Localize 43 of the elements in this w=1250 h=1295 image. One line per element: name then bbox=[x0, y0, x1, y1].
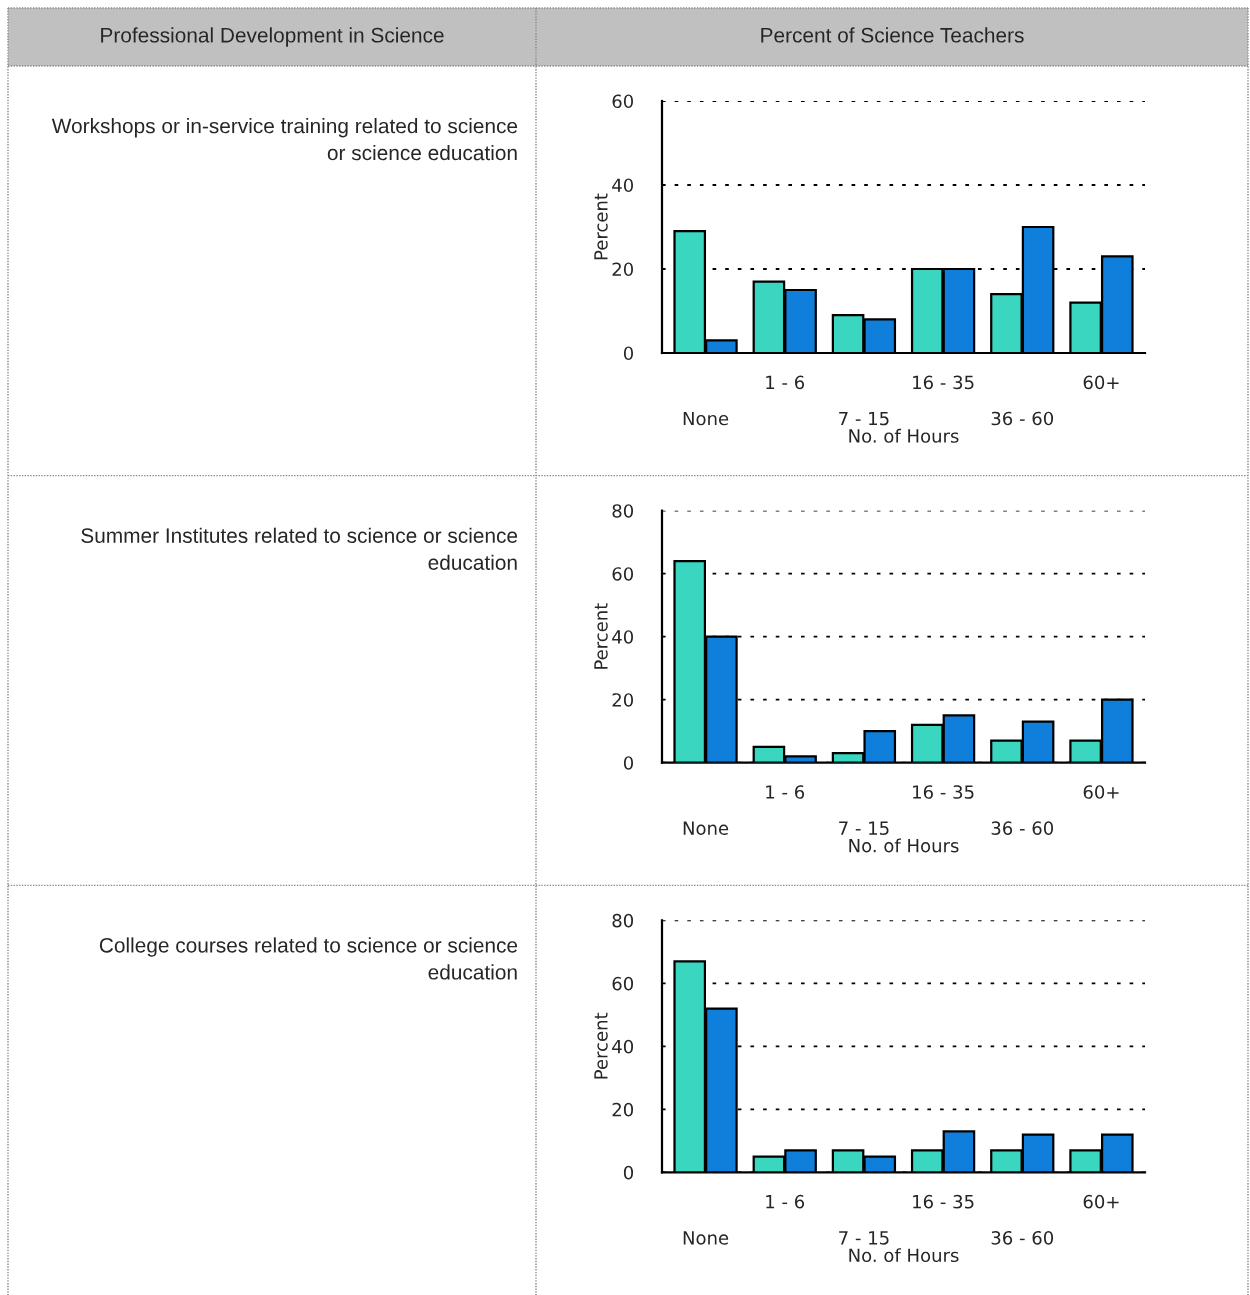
x-tick-label: 36 - 60 bbox=[991, 1230, 1054, 1245]
x-tick-label: 7 - 15 bbox=[839, 411, 889, 426]
y-tick-label: 0 bbox=[623, 346, 634, 361]
y-axis-title: Percent bbox=[594, 1012, 608, 1079]
y-tick-label: 20 bbox=[612, 1102, 634, 1117]
y-tick-label: 0 bbox=[623, 756, 634, 770]
x-tick-label: 7 - 15 bbox=[839, 821, 889, 835]
x-tick-label: 1 - 6 bbox=[766, 1194, 805, 1209]
x-tick-label: 36 - 60 bbox=[991, 411, 1054, 426]
x-axis-title: No. of Hours bbox=[849, 1248, 959, 1263]
y-tick-label: 60 bbox=[612, 567, 634, 581]
x-tick-label: 16 - 35 bbox=[913, 785, 974, 799]
y-axis-title: Percent bbox=[594, 603, 608, 669]
x-axis-title: No. of Hours bbox=[849, 428, 959, 443]
x-tick-label: 16 - 35 bbox=[913, 375, 974, 390]
x-axis-title: No. of Hours bbox=[849, 838, 959, 853]
x-tick-label: 60+ bbox=[1083, 375, 1119, 390]
x-tick-label: None bbox=[683, 821, 729, 835]
y-tick-label: 20 bbox=[612, 693, 634, 707]
x-tick-label: None bbox=[683, 411, 729, 426]
x-tick-label: 36 - 60 bbox=[991, 821, 1054, 835]
y-tick-label: 80 bbox=[612, 504, 634, 518]
x-tick-label: 16 - 35 bbox=[913, 1194, 974, 1209]
text: Percent of Science Teachers bbox=[761, 27, 1024, 43]
y-tick-label: 80 bbox=[612, 913, 634, 928]
text: Professional Development in Science bbox=[101, 27, 444, 47]
x-tick-label: None bbox=[683, 1231, 729, 1245]
text: Summer Institutes related to science or science education bbox=[81, 527, 518, 570]
text: College courses related to science or science education bbox=[99, 937, 518, 980]
y-tick-label: 20 bbox=[612, 262, 634, 277]
y-tick-label: 40 bbox=[612, 178, 634, 193]
x-tick-label: 1 - 6 bbox=[766, 785, 805, 799]
y-tick-label: 60 bbox=[612, 976, 634, 991]
text: Workshops or in-service training related to science or science education bbox=[51, 118, 518, 161]
x-tick-label: 7 - 15 bbox=[839, 1231, 889, 1245]
y-tick-label: 40 bbox=[612, 1039, 634, 1054]
x-tick-label: 60+ bbox=[1083, 785, 1119, 799]
y-tick-label: 40 bbox=[612, 630, 634, 644]
x-tick-label: 60+ bbox=[1083, 1194, 1119, 1209]
x-tick-label: 1 - 6 bbox=[766, 375, 805, 390]
y-tick-label: 60 bbox=[612, 94, 634, 109]
y-axis-title: Percent bbox=[594, 193, 608, 260]
y-tick-label: 0 bbox=[623, 1165, 634, 1180]
